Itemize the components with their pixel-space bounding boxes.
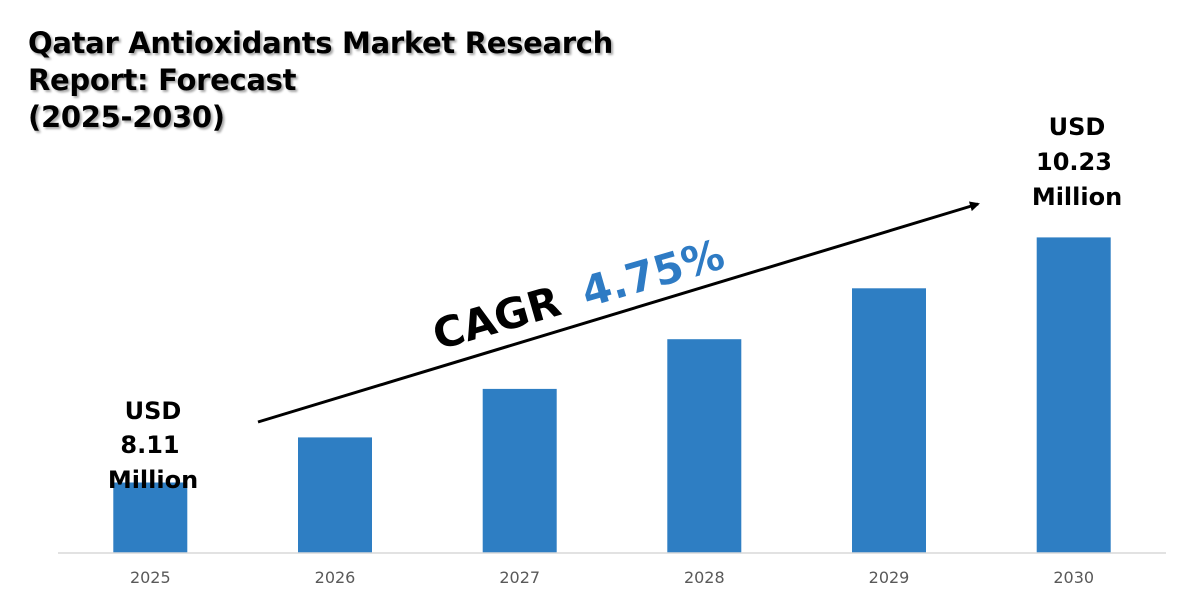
bar-2029	[852, 288, 926, 553]
x-tick-labels: 2025 2026 2027 2028 2029 2030	[130, 568, 1094, 587]
bar-2025	[113, 482, 188, 553]
bar-2030	[1036, 237, 1111, 553]
x-tick-label-2026: 2026	[315, 568, 356, 587]
bar-2027	[482, 388, 557, 553]
start-value-label-currency: USD	[125, 397, 182, 425]
x-tick-label-2025: 2025	[130, 568, 171, 587]
start-value-label-unit: Million	[108, 466, 198, 494]
chart-title-line-2: Report: Forecast	[28, 63, 297, 97]
x-tick-label-2030: 2030	[1053, 568, 1094, 587]
end-value-label-unit: Million	[1032, 183, 1122, 211]
chart-title-line-3: (2025-2030)	[28, 100, 225, 134]
bar-2028	[667, 339, 742, 553]
end-value-label-currency: USD	[1049, 113, 1106, 141]
cagr-prefix: CAGR	[427, 277, 566, 360]
start-value-label-amount: 8.11	[120, 431, 179, 459]
x-tick-label-2027: 2027	[499, 568, 540, 587]
chart-title-line-1: Qatar Antioxidants Market Research	[28, 26, 614, 60]
cagr-arrow	[257, 201, 980, 424]
end-value-label-amount: 10.23	[1036, 148, 1112, 176]
x-tick-label-2029: 2029	[869, 568, 910, 587]
bar-2026	[298, 437, 372, 553]
bars-layer	[113, 237, 1111, 553]
x-tick-label-2028: 2028	[684, 568, 725, 587]
